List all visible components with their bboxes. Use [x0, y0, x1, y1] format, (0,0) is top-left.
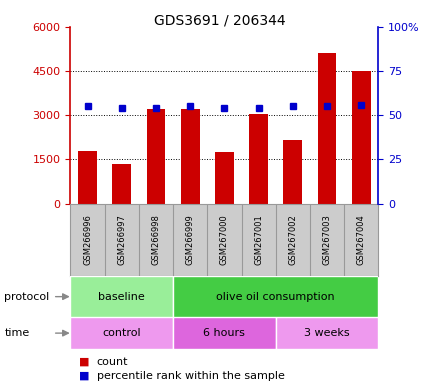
Bar	[215, 152, 234, 204]
Bar	[352, 71, 370, 204]
Text: count: count	[97, 357, 128, 367]
Text: 3 weeks: 3 weeks	[304, 328, 350, 338]
Text: protocol: protocol	[4, 291, 50, 302]
Text: GSM267002: GSM267002	[288, 215, 297, 265]
Text: GSM266998: GSM266998	[151, 215, 161, 265]
Text: GSM266999: GSM266999	[186, 215, 194, 265]
Text: 6 hours: 6 hours	[203, 328, 246, 338]
Text: GDS3691 / 206344: GDS3691 / 206344	[154, 13, 286, 27]
Text: GSM267000: GSM267000	[220, 215, 229, 265]
Bar	[276, 317, 378, 349]
Bar	[283, 140, 302, 204]
Text: percentile rank within the sample: percentile rank within the sample	[97, 371, 285, 381]
Text: ■: ■	[79, 371, 90, 381]
Bar	[78, 151, 97, 204]
Bar	[173, 317, 276, 349]
Text: ■: ■	[79, 357, 90, 367]
Text: GSM266996: GSM266996	[83, 215, 92, 265]
Text: baseline: baseline	[99, 291, 145, 302]
Bar	[112, 164, 131, 204]
Bar	[147, 109, 165, 204]
Text: GSM267003: GSM267003	[323, 215, 332, 265]
Text: time: time	[4, 328, 29, 338]
Text: control: control	[103, 328, 141, 338]
Bar	[318, 53, 337, 204]
Text: GSM266997: GSM266997	[117, 215, 126, 265]
Bar	[249, 114, 268, 204]
Bar	[70, 317, 173, 349]
Text: GSM267004: GSM267004	[357, 215, 366, 265]
Bar	[70, 276, 173, 317]
Text: olive oil consumption: olive oil consumption	[216, 291, 335, 302]
Bar	[173, 276, 378, 317]
Text: GSM267001: GSM267001	[254, 215, 263, 265]
Bar	[181, 109, 200, 204]
